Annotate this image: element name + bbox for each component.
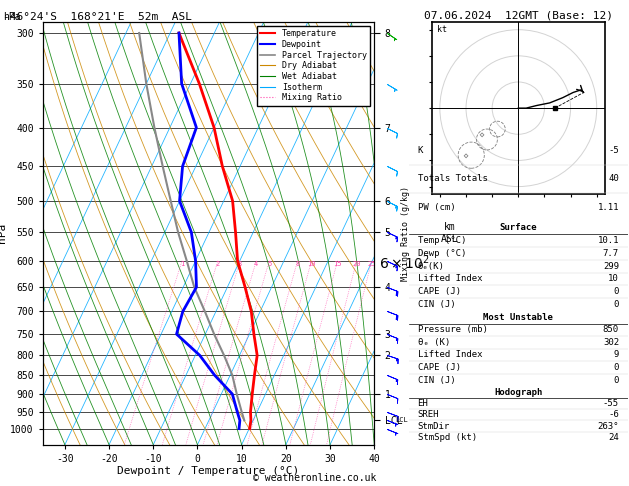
Text: 07.06.2024  12GMT (Base: 12): 07.06.2024 12GMT (Base: 12) — [424, 11, 613, 21]
Text: -46°24'S  168°21'E  52m  ASL: -46°24'S 168°21'E 52m ASL — [3, 12, 192, 22]
Text: CAPE (J): CAPE (J) — [418, 363, 460, 372]
Text: Hodograph: Hodograph — [494, 387, 542, 397]
Text: 3: 3 — [238, 261, 242, 267]
Text: 10.1: 10.1 — [598, 236, 619, 245]
Text: Surface: Surface — [499, 223, 537, 232]
Text: CIN (J): CIN (J) — [418, 300, 455, 309]
Text: kt: kt — [437, 25, 447, 35]
Y-axis label: hPa: hPa — [0, 223, 8, 243]
Text: Dewp (°C): Dewp (°C) — [418, 249, 466, 258]
Text: Mixing Ratio (g/kg): Mixing Ratio (g/kg) — [401, 186, 410, 281]
Text: 10: 10 — [307, 261, 316, 267]
Text: StmDir: StmDir — [418, 422, 450, 431]
Text: CIN (J): CIN (J) — [418, 376, 455, 384]
Text: 0: 0 — [614, 363, 619, 372]
Text: 263°: 263° — [598, 422, 619, 431]
Text: CAPE (J): CAPE (J) — [418, 287, 460, 296]
Text: 15: 15 — [333, 261, 342, 267]
Text: 25: 25 — [367, 261, 376, 267]
Text: 0: 0 — [614, 376, 619, 384]
Text: 4: 4 — [254, 261, 259, 267]
Text: 20: 20 — [352, 261, 361, 267]
Text: PW (cm): PW (cm) — [418, 203, 455, 211]
Text: 299: 299 — [603, 261, 619, 271]
Text: Totals Totals: Totals Totals — [418, 174, 487, 183]
Text: 10: 10 — [608, 275, 619, 283]
Text: Lifted Index: Lifted Index — [418, 350, 482, 360]
Text: SREH: SREH — [418, 410, 439, 419]
Text: 5: 5 — [267, 261, 271, 267]
Text: StmSpd (kt): StmSpd (kt) — [418, 433, 477, 442]
Text: hPa: hPa — [3, 12, 21, 22]
Text: 0: 0 — [614, 300, 619, 309]
Text: -6: -6 — [608, 410, 619, 419]
Text: 1.11: 1.11 — [598, 203, 619, 211]
Text: 40: 40 — [608, 174, 619, 183]
Text: 24: 24 — [608, 433, 619, 442]
Text: EH: EH — [418, 399, 428, 408]
Text: Pressure (mb): Pressure (mb) — [418, 325, 487, 334]
Y-axis label: km
ASL: km ASL — [440, 223, 458, 244]
Text: 2: 2 — [216, 261, 220, 267]
Text: 9: 9 — [614, 350, 619, 360]
Text: © weatheronline.co.uk: © weatheronline.co.uk — [253, 473, 376, 483]
Text: -55: -55 — [603, 399, 619, 408]
Text: -5: -5 — [608, 146, 619, 155]
Text: 850: 850 — [603, 325, 619, 334]
Text: 0: 0 — [614, 287, 619, 296]
Text: $\diamond$: $\diamond$ — [478, 129, 486, 139]
Text: LCL: LCL — [396, 417, 408, 423]
Text: Most Unstable: Most Unstable — [483, 313, 554, 322]
Text: $\diamond$: $\diamond$ — [462, 150, 470, 160]
Text: θₑ(K): θₑ(K) — [418, 261, 445, 271]
Text: 302: 302 — [603, 338, 619, 347]
Text: 7.7: 7.7 — [603, 249, 619, 258]
Legend: Temperature, Dewpoint, Parcel Trajectory, Dry Adiabat, Wet Adiabat, Isotherm, Mi: Temperature, Dewpoint, Parcel Trajectory… — [257, 26, 370, 105]
Text: Temp (°C): Temp (°C) — [418, 236, 466, 245]
Text: 8: 8 — [296, 261, 299, 267]
Text: 1: 1 — [180, 261, 184, 267]
Text: Lifted Index: Lifted Index — [418, 275, 482, 283]
Text: θₑ (K): θₑ (K) — [418, 338, 450, 347]
X-axis label: Dewpoint / Temperature (°C): Dewpoint / Temperature (°C) — [118, 467, 299, 476]
Text: K: K — [418, 146, 423, 155]
